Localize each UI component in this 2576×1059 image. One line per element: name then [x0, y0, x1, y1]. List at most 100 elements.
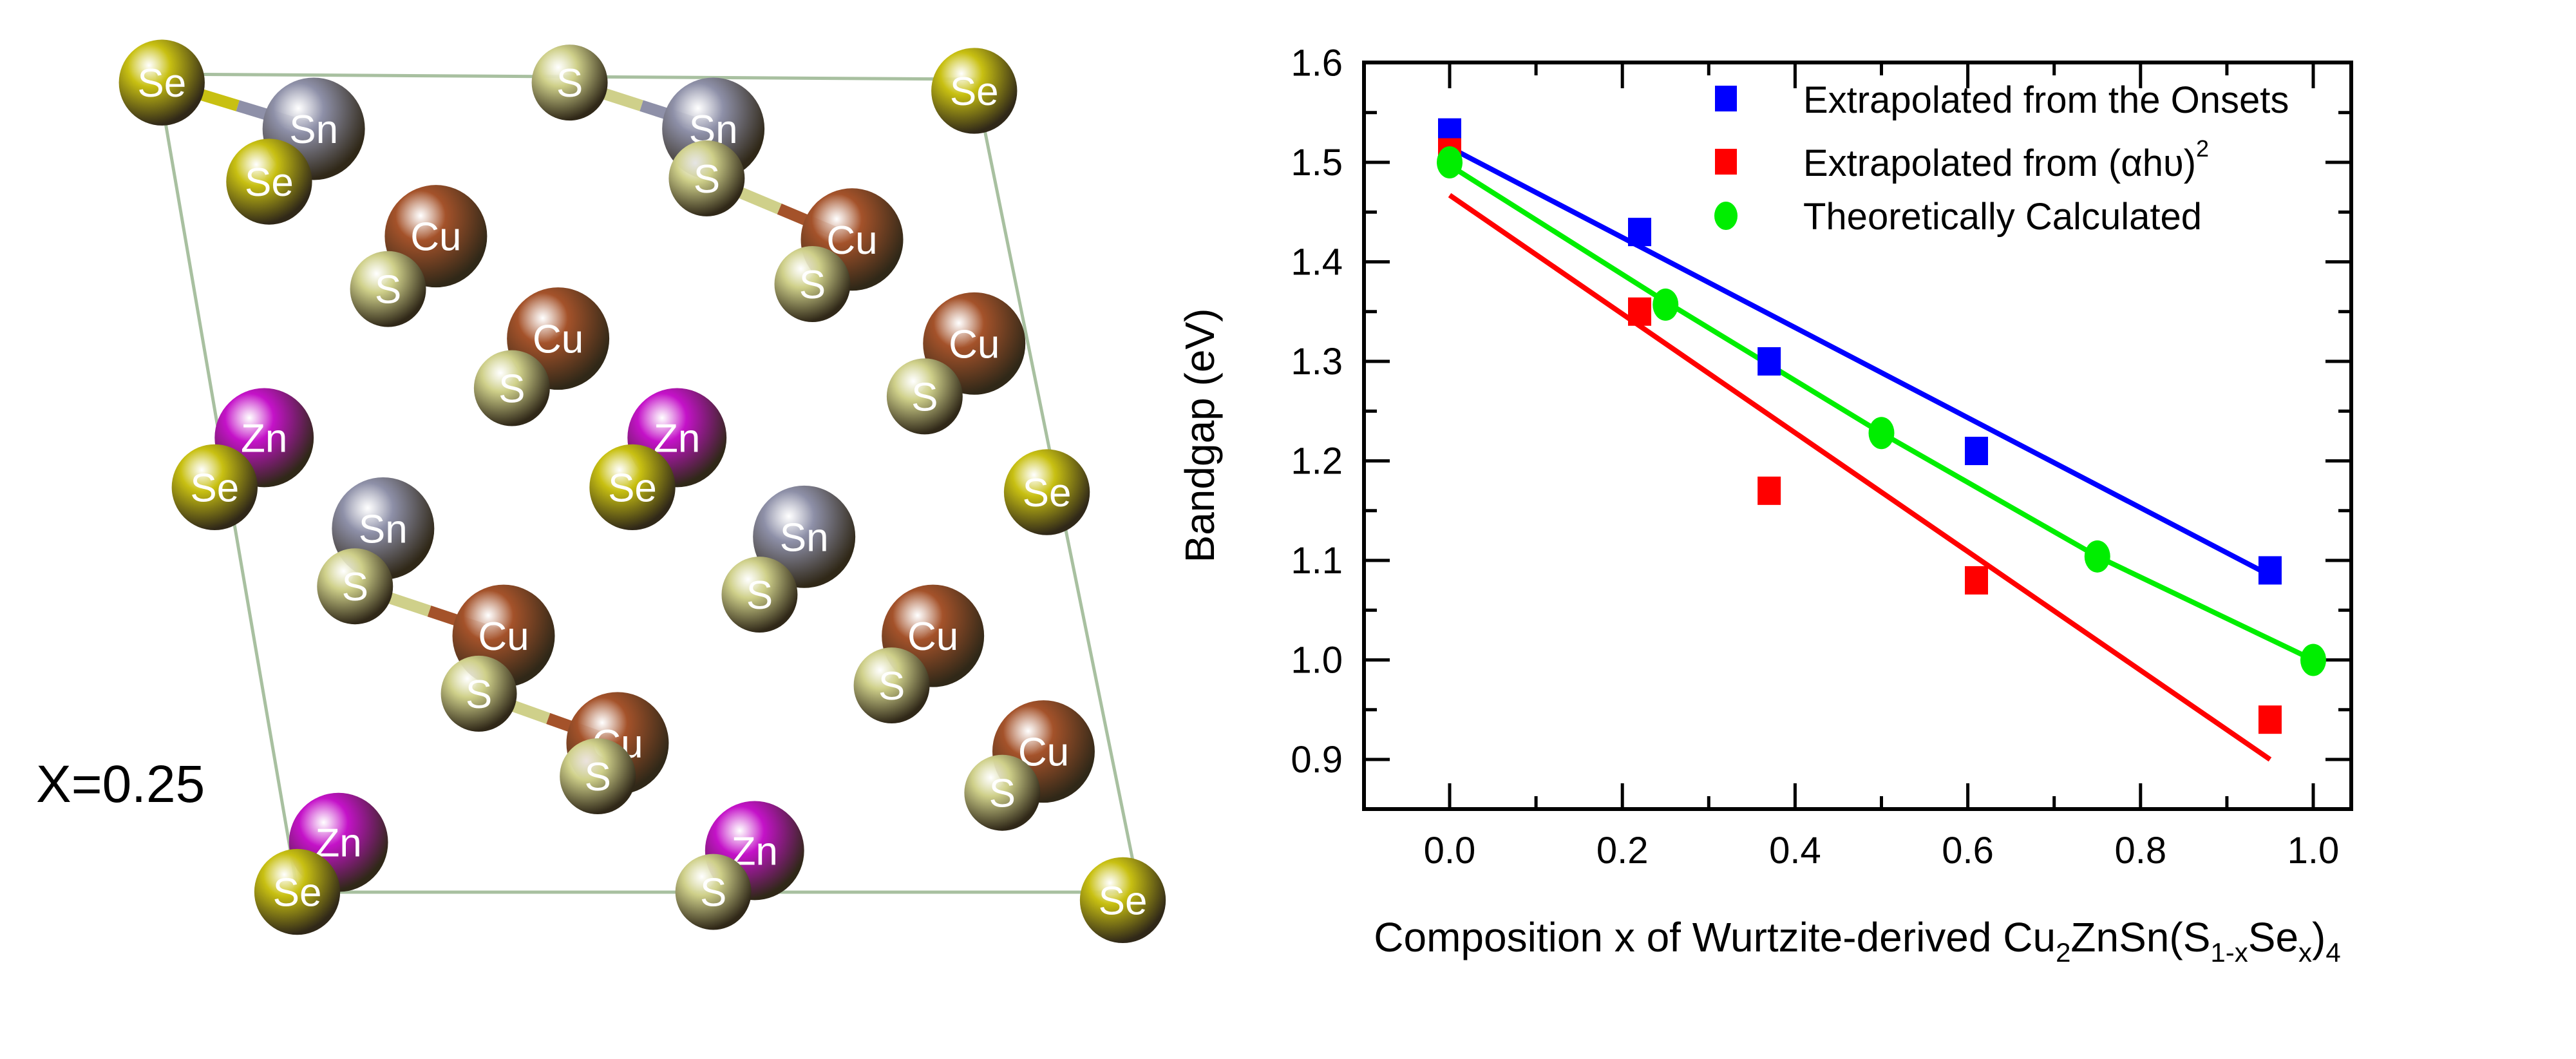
atom-s: S — [560, 738, 636, 815]
atom-se: Se — [589, 444, 676, 531]
atom-s: S — [440, 655, 517, 732]
bandgap-chart: 0.0 0.2 0.4 0.6 0.8 1.0 0.9 1.0 1.1 1.2 1.3 1.4 1.5 1… — [1177, 43, 2353, 968]
xlabel-sub4: 4 — [2325, 937, 2340, 968]
data-point-1 — [1757, 476, 1781, 505]
xlabel-sub2: 1-x — [2210, 937, 2248, 968]
y-tick-label: 1.3 — [1291, 341, 1343, 383]
atom-sphere — [931, 48, 1018, 134]
atom-sphere — [473, 350, 550, 426]
atom-label: S — [700, 871, 726, 915]
legend-label-alpha: Extrapolated from (αhυ)2 — [1803, 135, 2209, 184]
atom-sphere — [1003, 449, 1090, 535]
atom-label: S — [498, 367, 525, 412]
data-point-2 — [2084, 540, 2110, 573]
atom-label: S — [694, 157, 720, 202]
atom-sphere — [560, 738, 636, 815]
xlabel-sub1: 2 — [2056, 937, 2070, 968]
atom-sphere — [853, 647, 930, 724]
fit-line-1 — [1448, 193, 2272, 762]
atom-se: Se — [254, 848, 341, 935]
legend-label-alpha-sup: 2 — [2196, 135, 2209, 162]
atom-label: Se — [950, 70, 999, 114]
x-axis-label: Composition x of Wurtzite-derived Cu2ZnS… — [1374, 914, 2340, 968]
atom-label: Se — [245, 160, 294, 205]
atom-sphere — [226, 138, 312, 225]
y-tick-label: 1.0 — [1291, 640, 1343, 682]
atom-label: S — [746, 573, 773, 618]
atom-label: Zn — [241, 416, 287, 461]
xlabel-a: Composition x of Wurtzite-derived Cu — [1374, 914, 2056, 960]
atom-sphere — [171, 444, 258, 531]
atom-label: Sn — [359, 507, 408, 551]
atom-sphere — [886, 358, 963, 435]
atom-sphere — [774, 246, 851, 322]
atom-sphere — [531, 44, 608, 121]
data-point-0 — [1757, 347, 1781, 376]
legend-label-alpha-text: Extrapolated from (αhυ) — [1803, 142, 2196, 184]
atom-label: Se — [608, 466, 657, 510]
data-point-2 — [1868, 417, 1895, 450]
atoms: SeSnSSnSeSeCuSCuSCuSCuZnSZnSSeSnSeSnSeSC… — [118, 39, 1166, 944]
x-tick-label: 0.2 — [1596, 830, 1649, 872]
y-axis-label: Bandgap (eV) — [1177, 309, 1223, 563]
atom-s: S — [317, 548, 393, 625]
atom-label: S — [799, 263, 826, 307]
atom-label: Se — [190, 466, 239, 510]
atom-se: Se — [226, 138, 312, 225]
atom-s: S — [774, 246, 851, 322]
data-point-0 — [1965, 437, 1989, 466]
atom-s: S — [721, 557, 798, 633]
y-tick-label: 1.2 — [1291, 441, 1343, 482]
atom-s: S — [964, 754, 1041, 831]
atom-s: S — [886, 358, 963, 435]
y-tick-label: 1.4 — [1291, 242, 1343, 283]
data-point-2 — [1437, 146, 1463, 178]
atom-s: S — [473, 350, 550, 426]
atom-label: S — [989, 772, 1016, 816]
atom-label: Sn — [780, 515, 829, 560]
atom-se: Se — [1003, 449, 1090, 535]
atom-label: S — [342, 565, 368, 609]
data-point-2 — [1653, 288, 1679, 321]
atom-label: Cu — [949, 322, 999, 367]
atom-label: Zn — [654, 416, 700, 461]
atom-label: Cu — [533, 318, 583, 362]
legend-marker-onsets — [1715, 86, 1737, 111]
data-point-2 — [2300, 644, 2326, 676]
atom-label: S — [911, 375, 938, 419]
atom-label: S — [466, 673, 492, 717]
atom-sphere — [317, 548, 393, 625]
fit-line-0 — [1448, 145, 2271, 578]
atom-label: Se — [273, 871, 322, 915]
atom-se: Se — [118, 39, 205, 126]
xlabel-b: ZnSn(S — [2070, 914, 2210, 960]
atom-label: S — [878, 664, 905, 709]
axis-ticks: 0.0 0.2 0.4 0.6 0.8 1.0 0.9 1.0 1.1 1.2 1.3 1.4 1.5 1… — [1291, 43, 2351, 872]
xlabel-sub3: x — [2298, 937, 2312, 968]
atom-label: Cu — [907, 615, 958, 659]
atom-s: S — [350, 251, 426, 327]
crystal-structure: SeSnSSnSeSeCuSCuSCuSCuZnSZnSSeSnSeSnSeSC… — [36, 39, 1166, 944]
atom-sphere — [118, 39, 205, 126]
legend-marker-theory — [1714, 202, 1738, 230]
atom-sphere — [350, 251, 426, 327]
atom-se: Se — [931, 48, 1018, 134]
atom-label: S — [584, 755, 611, 799]
xlabel-c: Se — [2248, 914, 2298, 960]
data-point-0 — [2258, 556, 2282, 585]
atom-s: S — [531, 44, 608, 121]
atom-sphere — [254, 848, 341, 935]
x-tick-label: 0.4 — [1769, 830, 1821, 872]
atom-sphere — [668, 140, 745, 216]
atom-label: S — [375, 268, 401, 312]
y-tick-label: 1.1 — [1291, 540, 1343, 582]
atom-sphere — [721, 557, 798, 633]
legend-marker-alpha — [1715, 149, 1737, 175]
atom-s: S — [675, 854, 752, 930]
legend-label-onsets: Extrapolated from the Onsets — [1803, 79, 2289, 121]
data-point-1 — [1628, 297, 1652, 326]
y-tick-label: 1.5 — [1291, 142, 1343, 184]
atom-label: Sn — [289, 108, 338, 152]
xlabel-d: ) — [2312, 914, 2325, 960]
